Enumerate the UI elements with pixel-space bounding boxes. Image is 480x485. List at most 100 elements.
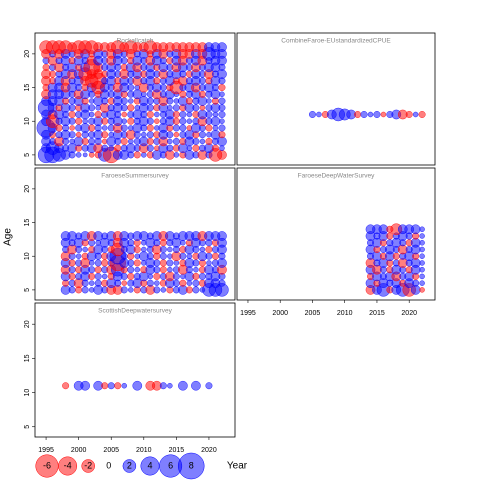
bubble [121, 118, 127, 124]
bubble [186, 145, 193, 151]
bubble [146, 144, 154, 152]
y-tick-label: 10 [24, 252, 31, 260]
bubble [419, 226, 425, 233]
legend-label: -2 [84, 460, 92, 470]
bubble [101, 125, 108, 131]
bubble [205, 137, 213, 145]
bubble [205, 124, 213, 132]
bubble [114, 144, 122, 152]
bubble [386, 232, 394, 240]
bubble [218, 97, 226, 105]
bubble [127, 259, 135, 267]
bubble [80, 380, 90, 391]
bubble [167, 246, 173, 253]
bubble [42, 63, 50, 71]
x-tick-label: 2005 [305, 310, 321, 317]
bubble [88, 124, 96, 132]
bubble [127, 272, 135, 280]
bubble [172, 272, 180, 280]
bubble [205, 382, 213, 390]
bubble [120, 57, 128, 65]
bubble [166, 131, 174, 139]
bubble [167, 138, 173, 145]
bubble [380, 111, 387, 118]
legend-bubble [122, 459, 137, 473]
bubble [405, 111, 413, 118]
bubble [128, 98, 134, 104]
bubble [120, 286, 128, 294]
bubble [166, 259, 174, 267]
bubble [146, 124, 154, 132]
bubble [88, 152, 95, 158]
bubble [133, 246, 141, 253]
y-tick-label: 10 [24, 117, 31, 125]
bubble [88, 111, 95, 118]
bubble [75, 152, 82, 158]
y-tick-label: 5 [24, 153, 31, 157]
panel-frame [236, 32, 436, 166]
x-tick-label: 2010 [337, 310, 353, 317]
x-tick-label: 2005 [103, 447, 119, 454]
legend-label: -6 [43, 460, 51, 470]
bubble [210, 89, 221, 100]
bubble [132, 89, 143, 100]
bubble [112, 116, 123, 127]
bubble [94, 266, 102, 274]
bubble [121, 383, 127, 389]
bubble [68, 117, 76, 125]
bubble [172, 117, 180, 125]
bubble [120, 124, 128, 132]
bubble [94, 272, 102, 280]
bubble [80, 258, 90, 268]
bubble [127, 117, 135, 125]
bubble [173, 152, 180, 158]
bubble [373, 111, 381, 118]
bubble [81, 137, 89, 145]
bubble [212, 111, 219, 118]
bubble [159, 382, 167, 390]
bubble [146, 111, 154, 118]
bubble [206, 98, 212, 104]
bubble [134, 266, 140, 273]
bubble [159, 84, 167, 92]
bubble [88, 137, 96, 145]
bubble [198, 90, 206, 98]
bubble [101, 259, 109, 267]
bubble [127, 266, 135, 274]
bubble [419, 273, 425, 280]
bubble [218, 84, 226, 92]
x-tick-label: 2020 [401, 310, 417, 317]
bubble [49, 70, 57, 78]
bubble [199, 138, 206, 145]
bubble [146, 97, 154, 105]
bubble [217, 42, 227, 52]
bubble [173, 260, 180, 266]
bubble [121, 111, 127, 118]
bubble [68, 259, 76, 267]
bubble [410, 224, 421, 235]
bubble [107, 382, 115, 390]
bubble [185, 286, 193, 294]
bubble [419, 287, 425, 293]
bubble [153, 286, 161, 294]
bubble [192, 279, 200, 287]
bubble [153, 266, 161, 274]
bubble [419, 266, 425, 273]
bubble [412, 279, 420, 287]
legend-label: 2 [127, 460, 132, 470]
bubble [197, 96, 208, 106]
bubble [212, 125, 219, 131]
bubble [179, 124, 187, 132]
bubble [217, 69, 227, 79]
bubble [206, 260, 212, 266]
bubble [101, 131, 109, 139]
legend-label: 0 [106, 460, 111, 470]
bubble [219, 118, 225, 124]
y-tick-label: 10 [24, 389, 31, 397]
bubble [138, 271, 149, 282]
bubble [68, 266, 76, 274]
bubble [179, 117, 187, 125]
bubble [167, 105, 173, 111]
bubble [154, 111, 160, 118]
